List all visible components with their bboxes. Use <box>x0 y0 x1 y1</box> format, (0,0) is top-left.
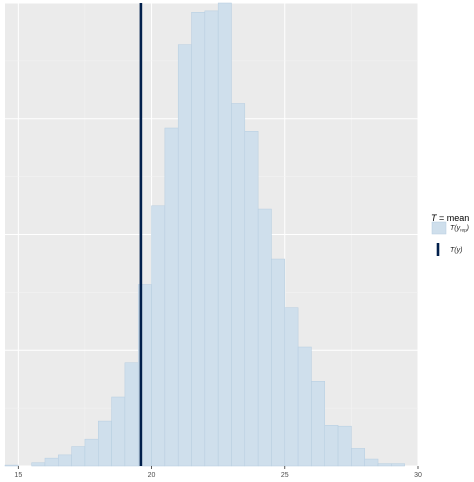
histogram-bar <box>31 462 46 467</box>
histogram-bar <box>324 425 339 467</box>
legend-label-obs: T(y) <box>450 247 462 254</box>
histogram-bar <box>191 12 206 467</box>
legend-title-T: T <box>431 213 438 223</box>
histogram-bar <box>98 420 112 467</box>
histogram-bar <box>71 446 86 467</box>
histogram-bar <box>177 44 192 467</box>
histogram-bar <box>151 205 166 467</box>
histogram-bar <box>124 362 139 467</box>
legend-label-rep: T(yrep) <box>450 225 469 233</box>
histogram-bar <box>257 208 272 467</box>
legend-label-rep-close: ) <box>466 225 469 232</box>
legend-title: T = mean <box>431 213 469 223</box>
histogram-bar <box>111 396 126 467</box>
histogram-bar <box>297 346 312 467</box>
histogram-bar <box>311 381 325 467</box>
x-tick-label: 25 <box>281 472 289 479</box>
histogram-bar <box>58 454 72 467</box>
histogram-bar <box>284 307 299 467</box>
histogram-bar <box>204 10 219 467</box>
histogram-bars <box>4 2 405 467</box>
histogram-bar <box>164 127 179 467</box>
legend-label-rep-sub: rep <box>460 228 467 233</box>
histogram-bar <box>271 258 286 467</box>
legend-label-rep-main: T(y <box>450 225 461 232</box>
histogram-bar <box>84 438 99 467</box>
x-axis: 15 20 25 30 <box>14 466 422 479</box>
histogram-bar <box>391 463 405 467</box>
legend-key-rep <box>431 221 447 235</box>
histogram-bar <box>231 103 246 467</box>
histogram-bar <box>4 464 19 467</box>
histogram-bar <box>364 458 379 467</box>
x-tick-label: 20 <box>148 472 156 479</box>
x-tick-label: 15 <box>14 472 22 479</box>
x-tick-label: 30 <box>414 472 422 479</box>
legend-title-stat: = mean <box>437 213 470 223</box>
histogram-bar <box>337 425 352 467</box>
histogram-bar <box>44 457 59 467</box>
histogram-bar <box>351 448 365 467</box>
histogram-bar <box>244 131 259 467</box>
histogram-bar <box>217 2 232 467</box>
histogram-bar <box>377 463 392 467</box>
